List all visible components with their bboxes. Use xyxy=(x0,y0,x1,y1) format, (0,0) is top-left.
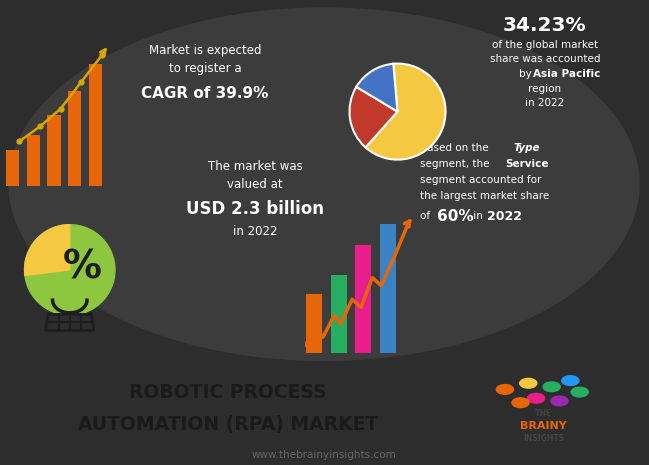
Polygon shape xyxy=(25,225,70,276)
Text: 60%: 60% xyxy=(437,209,474,224)
Text: Asia Pacific: Asia Pacific xyxy=(533,69,600,80)
Bar xyxy=(88,64,102,186)
Circle shape xyxy=(528,393,545,403)
Text: %: % xyxy=(63,249,102,286)
Text: ROBOTIC PROCESS: ROBOTIC PROCESS xyxy=(129,383,326,402)
Text: 2022: 2022 xyxy=(487,210,522,223)
Text: segment, the: segment, the xyxy=(420,159,493,169)
Text: BRAINY: BRAINY xyxy=(520,421,567,431)
Bar xyxy=(47,114,61,186)
Text: The market was: The market was xyxy=(208,159,302,173)
Text: in 2022: in 2022 xyxy=(526,98,565,108)
Bar xyxy=(306,294,322,353)
Circle shape xyxy=(520,379,537,388)
Bar xyxy=(6,150,19,186)
Bar xyxy=(380,224,396,353)
Circle shape xyxy=(543,382,560,392)
Text: by: by xyxy=(519,69,535,80)
Text: of the global market: of the global market xyxy=(492,40,598,50)
Text: 34.23%: 34.23% xyxy=(503,16,587,35)
Ellipse shape xyxy=(9,8,639,360)
Text: the largest market share: the largest market share xyxy=(420,191,549,201)
Text: AUTOMATION (RPA) MARKET: AUTOMATION (RPA) MARKET xyxy=(78,415,378,434)
Text: Type: Type xyxy=(513,143,539,153)
Text: segment accounted for: segment accounted for xyxy=(420,175,541,185)
Text: USD 2.3 billion: USD 2.3 billion xyxy=(186,200,324,219)
Text: Based on the: Based on the xyxy=(420,143,492,153)
Wedge shape xyxy=(350,87,397,147)
Text: region: region xyxy=(528,84,561,93)
Bar xyxy=(356,245,371,353)
Text: to register a: to register a xyxy=(169,62,241,75)
Text: www.thebrainyinsights.com: www.thebrainyinsights.com xyxy=(252,450,397,460)
Text: of: of xyxy=(420,212,434,221)
Text: in 2022: in 2022 xyxy=(233,225,277,238)
Wedge shape xyxy=(356,64,397,112)
Text: Market is expected: Market is expected xyxy=(149,44,262,57)
Text: CAGR of 39.9%: CAGR of 39.9% xyxy=(141,86,269,101)
Text: in: in xyxy=(470,212,486,221)
Bar xyxy=(68,91,81,186)
Bar xyxy=(331,275,347,353)
Circle shape xyxy=(551,396,568,406)
Circle shape xyxy=(562,376,579,385)
Text: THE: THE xyxy=(535,409,552,418)
Circle shape xyxy=(571,387,588,397)
Text: valued at: valued at xyxy=(227,178,283,191)
Circle shape xyxy=(512,398,529,407)
Text: Service: Service xyxy=(505,159,548,169)
Polygon shape xyxy=(25,225,115,315)
Wedge shape xyxy=(365,64,445,159)
Text: share was accounted: share was accounted xyxy=(490,54,600,64)
Bar xyxy=(27,135,40,186)
Text: INSIGHTS: INSIGHTS xyxy=(523,433,565,443)
Circle shape xyxy=(496,385,513,394)
